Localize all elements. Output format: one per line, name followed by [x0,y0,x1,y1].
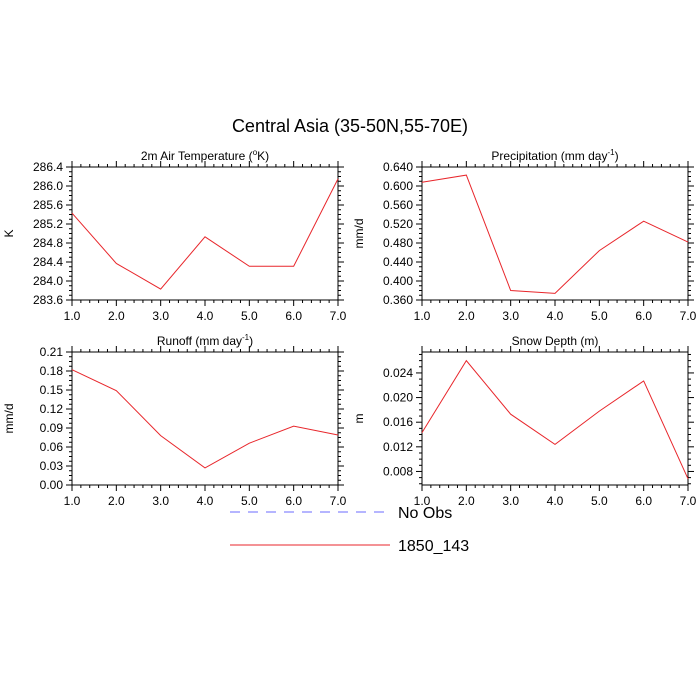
panel-title-sup: -1 [607,148,615,157]
legend-label-1: No Obs [398,505,452,522]
plot-frame [71,166,339,301]
legend: No Obs 1850_143 [230,505,469,555]
x-tick-label: 3.0 [152,309,169,323]
panel-4: Snow Depth (m) m 1.0 2.0 3.0 4.0 5.0 6.0 7.0 0.00… [352,334,697,508]
x-tick-label: 6.0 [635,309,652,323]
figure-title: Central Asia (35-50N,55-70E) [232,116,468,136]
y-tick-label: 0.06 [40,440,64,454]
panel-3: Runoff (mm day-1) mm/d 1.0 2.0 3.0 4.0 5.0 6.0 7… [2,333,347,508]
x-tick-label: 5.0 [591,494,608,508]
x-tick-label: 5.0 [591,309,608,323]
y-tick-label: 0.15 [40,383,64,397]
y-tick-label: 285.2 [33,217,63,231]
x-tick-label: 2.0 [108,309,125,323]
y-axis-label: m [352,414,366,424]
panel-title-tail: K) [257,149,269,163]
y-tick-label: 0.09 [40,421,64,435]
y-tick-label: 0.480 [383,236,413,250]
x-tick-label: 5.0 [241,494,258,508]
panel-title-tail: ) [615,149,619,163]
y-axis-label: K [2,229,16,237]
x-tick-label: 4.0 [197,494,214,508]
panel-title-main: Precipitation (mm day [491,149,607,163]
panel-title-sup: -1 [242,333,250,342]
panel-title: 2m Air Temperature (oK) [141,148,269,163]
y-tick-label: 0.008 [383,464,413,478]
panel-title-main: Runoff (mm day [157,334,242,348]
x-tick-label: 6.0 [285,309,302,323]
y-tick-label: 286.4 [33,160,63,174]
x-tick-label: 7.0 [330,494,347,508]
plot-frame [421,166,689,301]
y-tick-label: 283.6 [33,293,63,307]
y-tick-label: 284.4 [33,255,63,269]
y-tick-label: 0.18 [40,364,64,378]
y-axis-label: mm/d [352,219,366,249]
x-tick-label: 5.0 [241,309,258,323]
x-tick-label: 1.0 [64,494,81,508]
x-tick-label: 1.0 [64,309,81,323]
y-tick-label: 0.600 [383,179,413,193]
x-tick-label: 7.0 [680,494,697,508]
panels: 2m Air Temperature (oK) K 1.0 2.0 3.0 4.0 5.0 6… [2,148,697,508]
y-tick-label: 0.020 [383,391,413,405]
panel-title-main: 2m Air Temperature ( [141,149,253,163]
x-tick-label: 3.0 [502,494,519,508]
series-line-1850-143 [71,369,339,469]
x-tick-label: 3.0 [502,309,519,323]
x-tick-label: 1.0 [414,494,431,508]
y-tick-label: 0.520 [383,217,413,231]
y-tick-label: 0.21 [40,345,64,359]
y-tick-label: 0.360 [383,293,413,307]
y-tick-label: 0.012 [383,440,413,454]
x-tick-label: 3.0 [152,494,169,508]
y-tick-label: 0.016 [383,415,413,429]
x-tick-label: 6.0 [635,494,652,508]
y-tick-label: 0.03 [40,459,64,473]
y-tick-label: 0.400 [383,274,413,288]
panel-title: Runoff (mm day-1) [157,333,253,348]
y-tick-label: 284.0 [33,274,63,288]
x-tick-label: 4.0 [547,494,564,508]
panel-2: Precipitation (mm day-1) mm/d 1.0 2.0 3.0 4.0… [352,148,697,323]
panel-title-sup: o [253,148,258,157]
y-axis-label: mm/d [2,404,16,434]
x-tick-label: 2.0 [458,494,475,508]
y-tick-label: 0.12 [40,402,64,416]
x-tick-label: 6.0 [285,494,302,508]
series-line-1850-143 [71,178,339,290]
plot-frame [71,351,339,486]
series-line-1850-143 [421,359,689,480]
panel-title: Snow Depth (m) [512,334,599,348]
x-tick-label: 2.0 [458,309,475,323]
legend-label-2: 1850_143 [398,538,469,555]
x-tick-label: 1.0 [414,309,431,323]
x-tick-label: 4.0 [547,309,564,323]
y-tick-label: 0.640 [383,160,413,174]
y-tick-label: 286.0 [33,179,63,193]
y-tick-label: 0.560 [383,198,413,212]
panel-title-main: Snow Depth (m) [512,334,599,348]
y-tick-label: 285.6 [33,198,63,212]
series-line-1850-143 [421,174,689,294]
y-tick-label: 0.00 [40,478,64,492]
panel-title-tail: ) [249,334,253,348]
x-tick-label: 7.0 [680,309,697,323]
panel-1: 2m Air Temperature (oK) K 1.0 2.0 3.0 4.0 5.0 6… [2,148,347,323]
y-tick-label: 0.024 [383,366,413,380]
y-tick-label: 0.440 [383,255,413,269]
x-tick-label: 4.0 [197,309,214,323]
plot-frame [421,351,689,486]
x-tick-label: 7.0 [330,309,347,323]
x-tick-label: 2.0 [108,494,125,508]
panel-title: Precipitation (mm day-1) [491,148,618,163]
y-tick-label: 284.8 [33,236,63,250]
